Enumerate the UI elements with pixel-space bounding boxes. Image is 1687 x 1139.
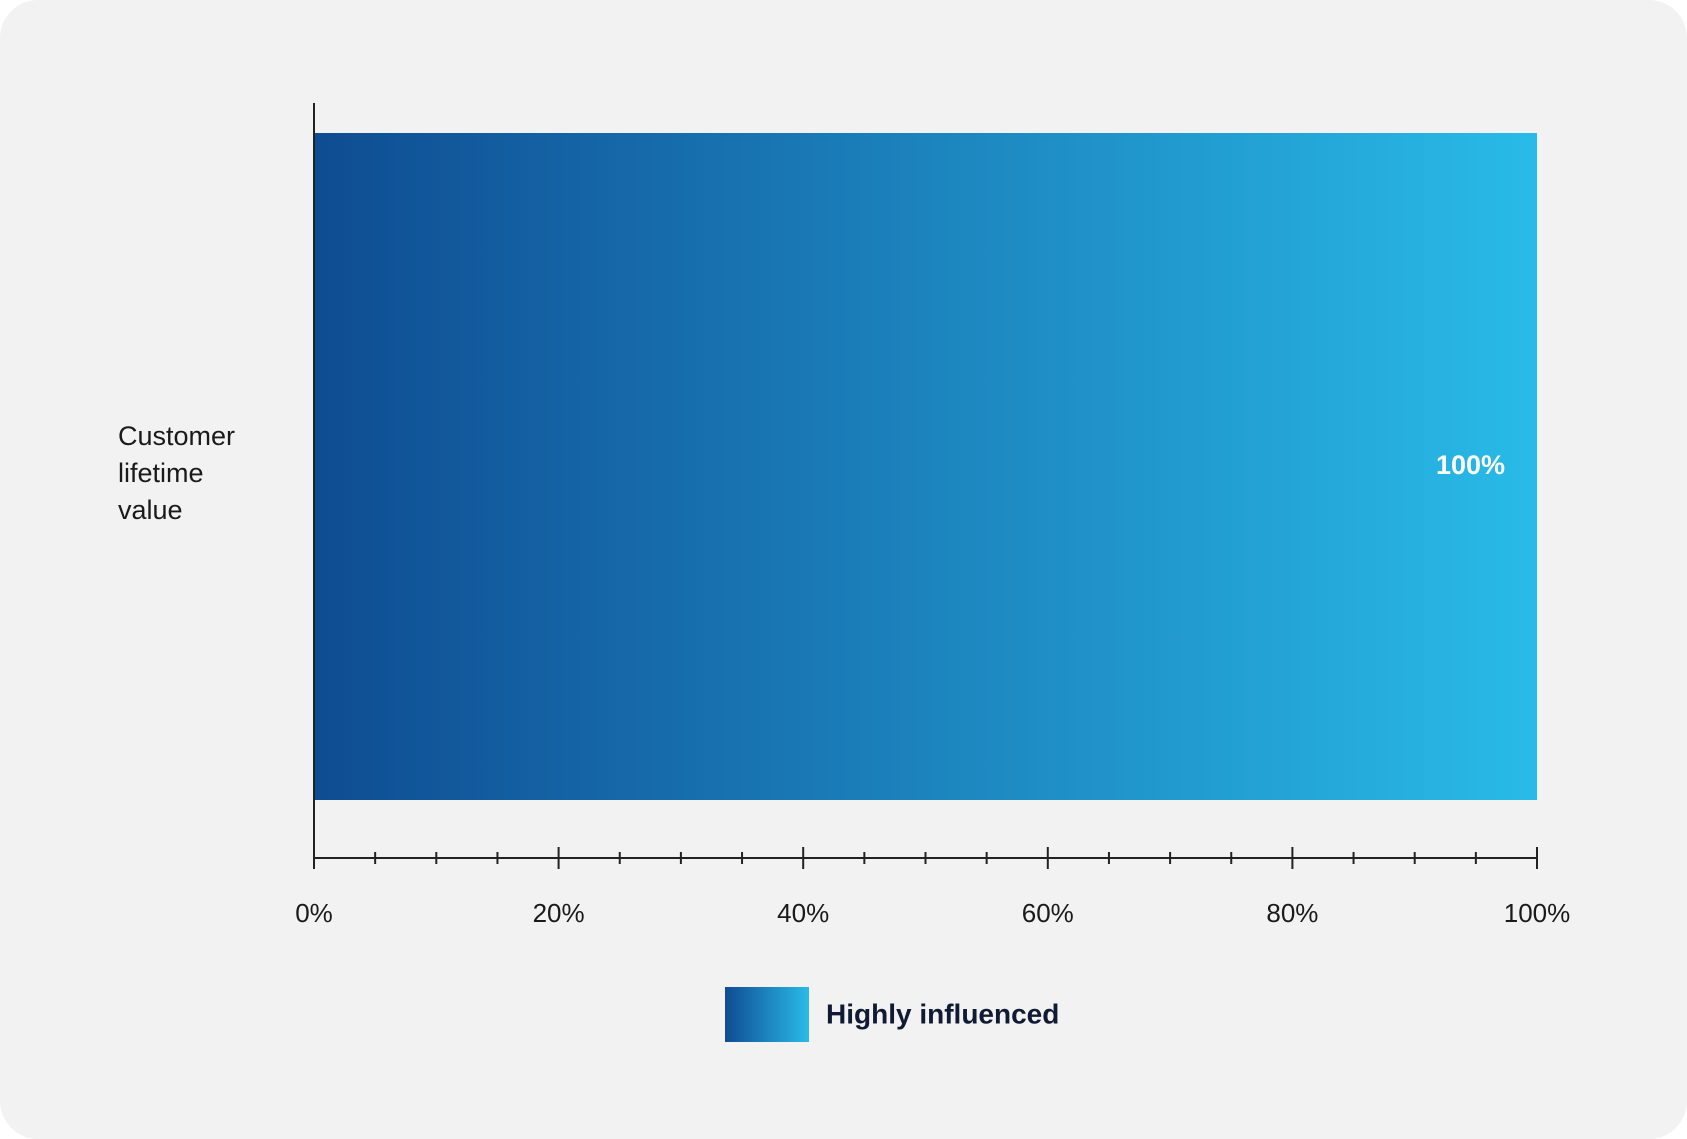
x-tick-label: 60% xyxy=(1022,898,1074,928)
x-tick-label: 100% xyxy=(1504,898,1571,928)
x-tick-label: 80% xyxy=(1266,898,1318,928)
bar xyxy=(314,133,1537,800)
x-tick-label: 20% xyxy=(533,898,585,928)
legend-swatch xyxy=(725,987,809,1042)
legend-label: Highly influenced xyxy=(826,998,1059,1029)
x-tick-label: 40% xyxy=(777,898,829,928)
category-label: Customer lifetime value xyxy=(118,421,236,525)
value-label: 100% xyxy=(1436,450,1505,480)
x-tick-label: 0% xyxy=(295,898,333,928)
